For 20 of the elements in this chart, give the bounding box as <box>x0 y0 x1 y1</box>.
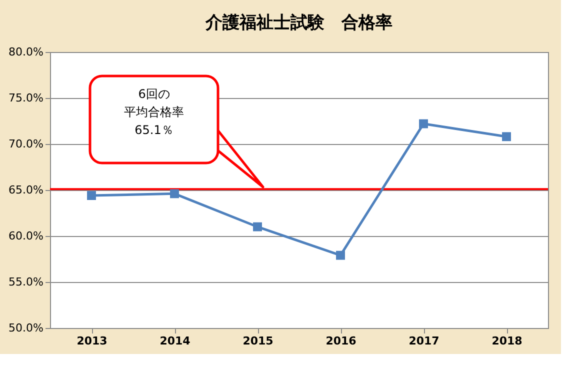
y-tick-label: 75.0% <box>8 92 44 104</box>
y-tick-label: 70.0% <box>8 138 44 150</box>
x-tick-label: 2013 <box>76 334 108 348</box>
y-tick-label: 80.0% <box>8 46 44 58</box>
x-tick-label: 2017 <box>408 334 440 348</box>
y-tick-label: 65.0% <box>8 184 44 196</box>
point <box>419 119 428 128</box>
x-tick-label: 2018 <box>492 334 522 348</box>
x-tick-label: 2015 <box>242 334 274 348</box>
point <box>87 191 96 200</box>
point <box>502 132 511 142</box>
point <box>253 222 262 232</box>
y-tick-label: 50.0% <box>8 322 44 334</box>
y-tick-label: 60.0% <box>8 230 44 242</box>
chart-title: 介護福祉士試験 合格率 <box>204 13 392 33</box>
x-tick-label: 2014 <box>160 334 191 348</box>
y-tick-label: 55.0% <box>8 276 44 288</box>
point <box>336 250 345 260</box>
x-tick-label: 2016 <box>326 334 357 348</box>
point <box>170 189 179 198</box>
